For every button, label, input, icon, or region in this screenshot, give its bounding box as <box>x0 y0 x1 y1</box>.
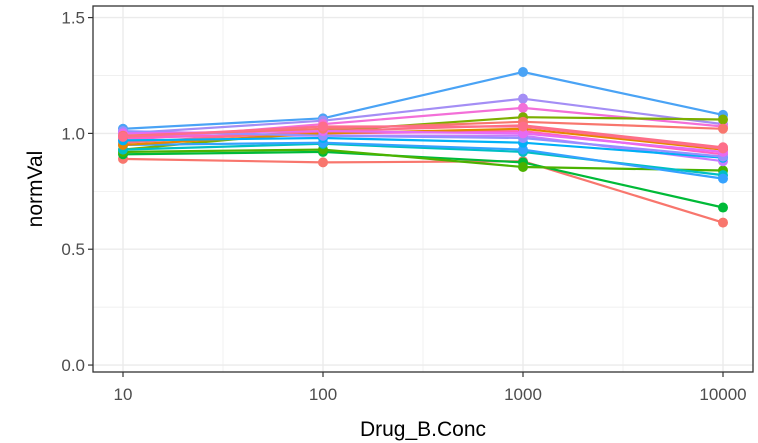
data-point <box>718 202 728 213</box>
data-point <box>718 114 728 125</box>
y-tick-label: 0.5 <box>61 240 85 259</box>
y-tick-label: 0.0 <box>61 356 85 375</box>
series-layer <box>118 67 728 228</box>
x-axis: 10 100 1000 10000 <box>114 372 747 404</box>
x-tick-label: 1000 <box>504 385 542 404</box>
series-line <box>122 70 724 130</box>
y-axis: 0.0 0.5 1.0 1.5 <box>61 9 93 375</box>
y-tick-label: 1.0 <box>61 124 85 143</box>
data-point <box>718 217 728 228</box>
x-tick-label: 10 <box>114 385 133 404</box>
x-tick-label: 10000 <box>699 385 746 404</box>
minor-gridlines <box>93 6 753 372</box>
series-line <box>122 125 724 150</box>
data-point <box>318 157 328 168</box>
data-point <box>518 128 528 139</box>
plot-border <box>92 5 754 373</box>
series-line <box>122 116 724 151</box>
data-point <box>518 161 528 172</box>
series-line <box>122 136 724 159</box>
x-axis-title: Drug_B.Conc <box>360 418 486 441</box>
data-point <box>518 93 528 104</box>
y-axis-title: normVal <box>24 151 47 228</box>
series-line <box>122 157 724 224</box>
data-point <box>118 131 128 142</box>
series-line <box>122 150 724 209</box>
data-point <box>718 123 728 134</box>
data-point <box>518 121 528 132</box>
data-point <box>318 121 328 132</box>
x-tick-label: 100 <box>309 385 337 404</box>
series-line <box>122 148 724 172</box>
data-point <box>518 67 528 78</box>
data-point <box>518 102 528 113</box>
data-point <box>718 143 728 154</box>
series-line <box>122 130 724 158</box>
data-point <box>718 173 728 184</box>
series-line <box>122 141 724 180</box>
series-line <box>122 124 724 149</box>
series-line <box>122 97 724 135</box>
y-tick-label: 1.5 <box>61 9 85 28</box>
data-point <box>518 144 528 155</box>
series-18 <box>118 121 728 154</box>
